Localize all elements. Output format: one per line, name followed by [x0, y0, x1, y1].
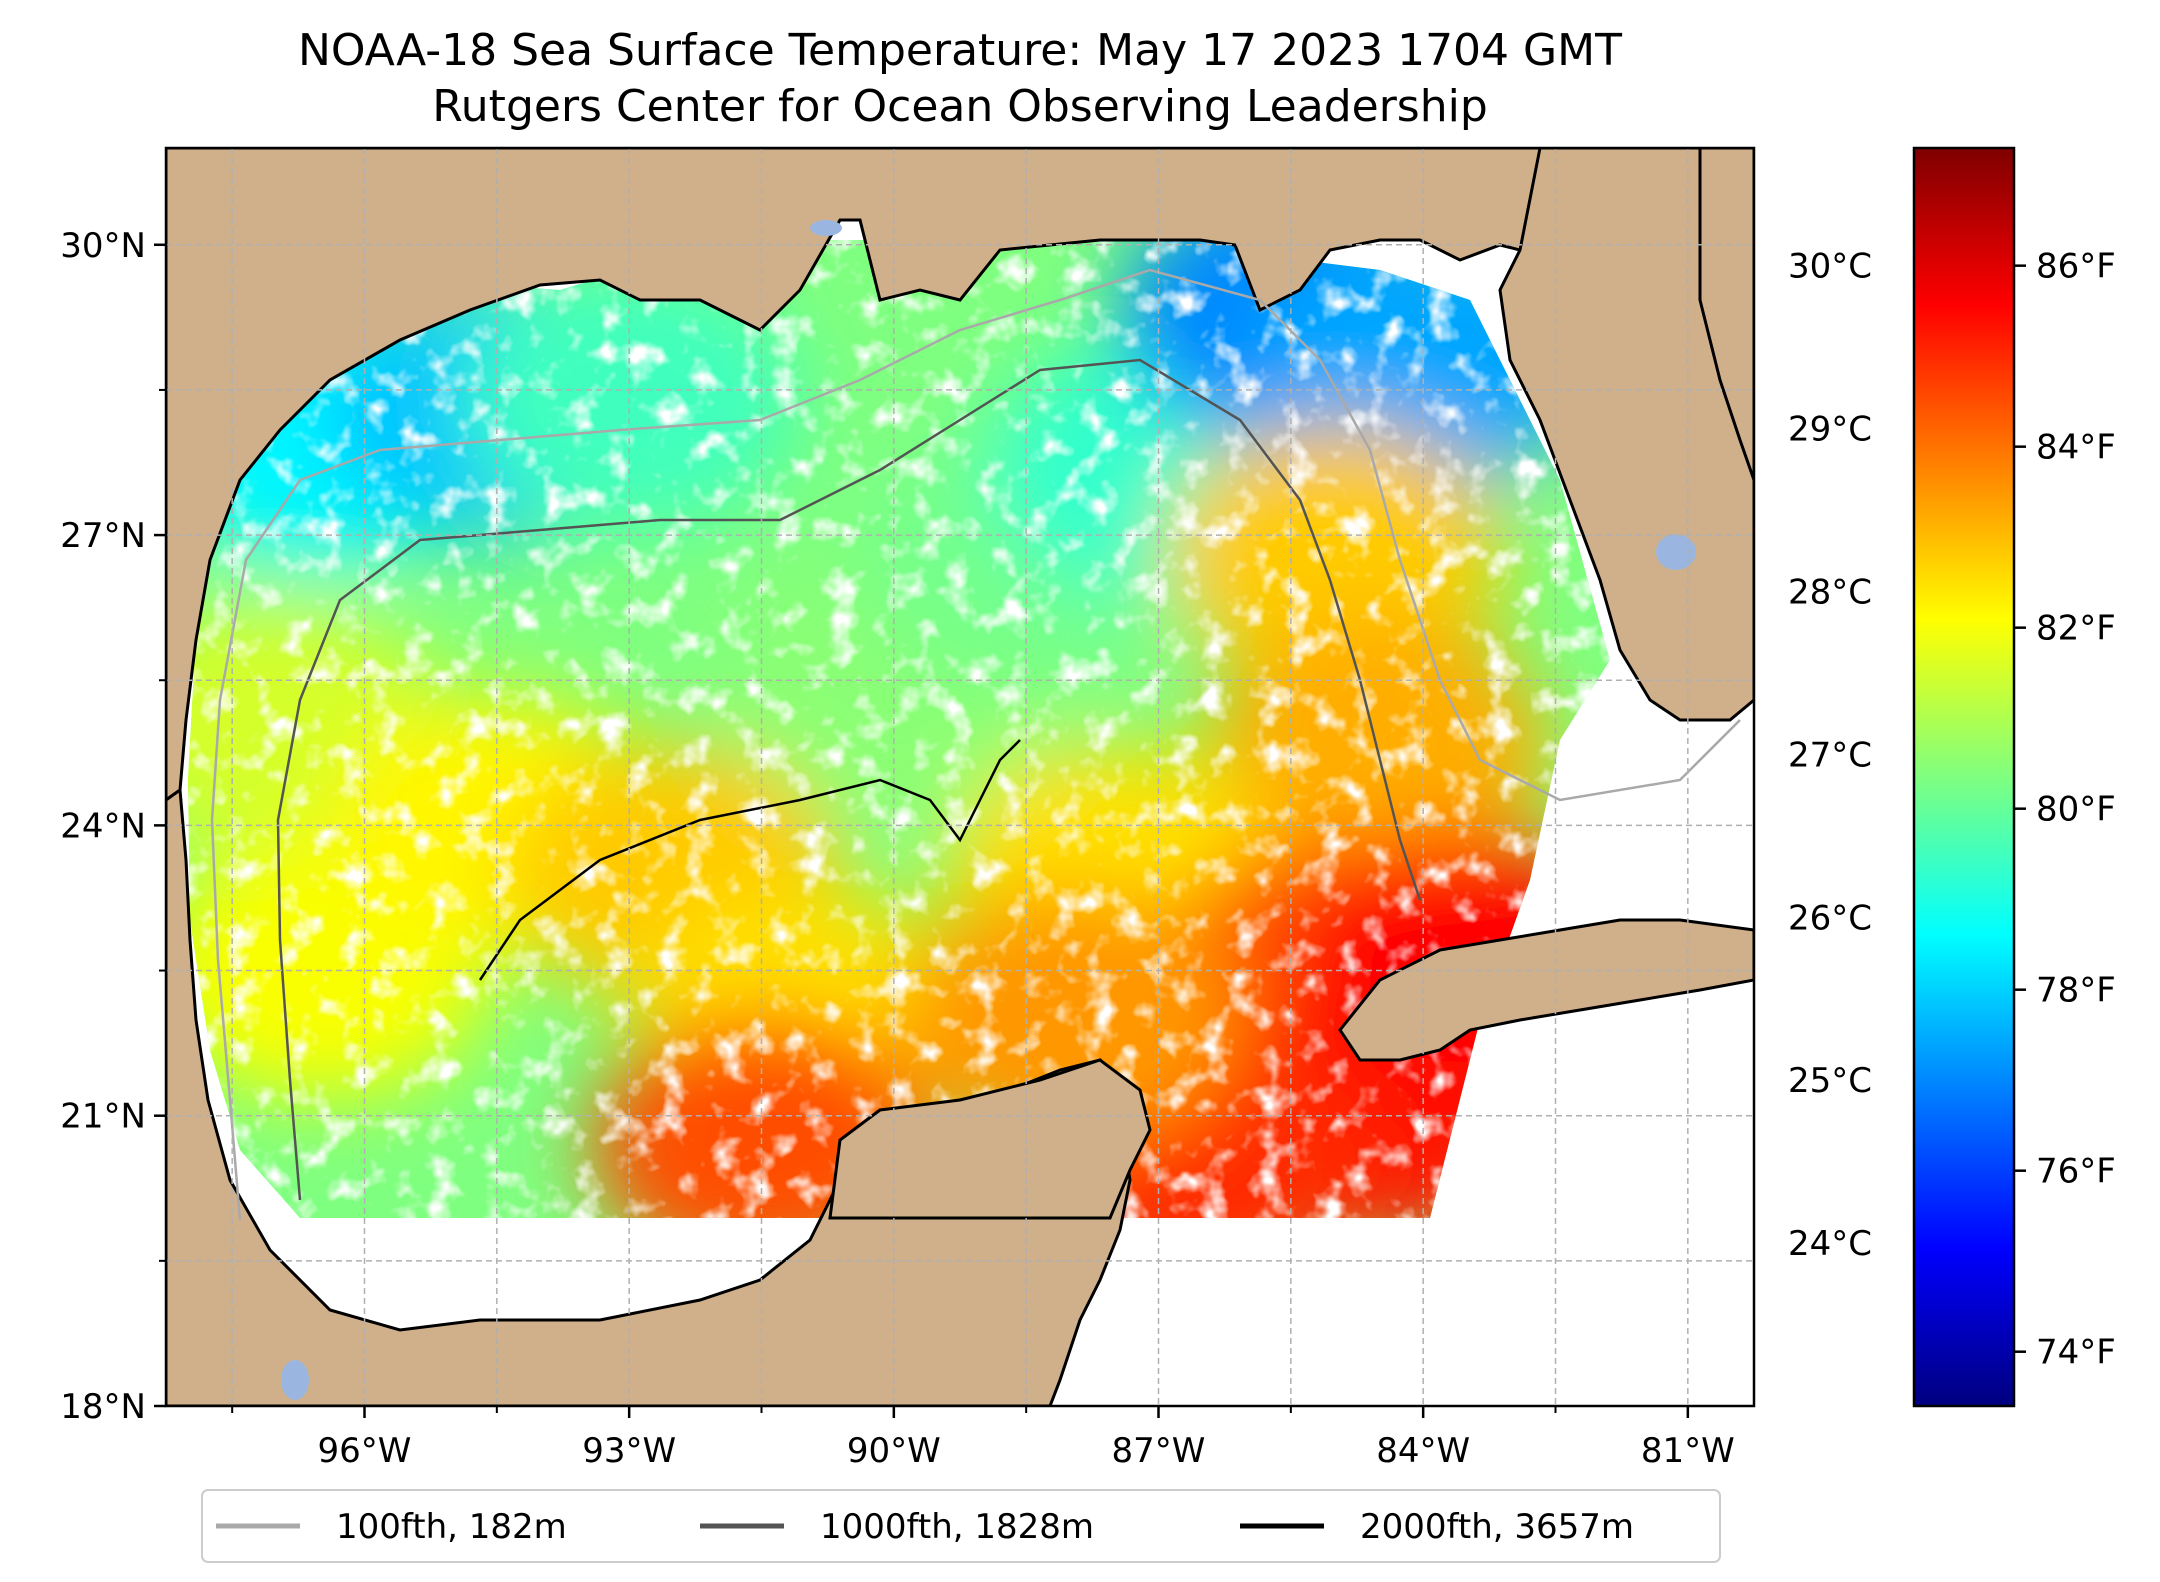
c-tick-label: 27°C [1788, 735, 1872, 775]
colorbar [1912, 146, 2016, 1408]
lon-tick-label: 87°W [1112, 1431, 1206, 1471]
map-border [164, 146, 1756, 1408]
f-tick-label: 86°F [2036, 247, 2116, 287]
c-tick-label: 29°C [1788, 410, 1872, 450]
legend-label: 100fth, 182m [336, 1507, 567, 1547]
c-tick-label: 25°C [1788, 1061, 1872, 1101]
lake-okeechobee [1656, 534, 1696, 570]
c-tick-label: 26°C [1788, 898, 1872, 938]
lat-tick-label: 30°N [60, 226, 146, 266]
land-cuba [1338, 918, 1754, 1062]
map-title: NOAA-18 Sea Surface Temperature: May 17 … [298, 25, 1622, 76]
lon-tick-label: 96°W [318, 1431, 412, 1471]
lon-tick-label: 84°W [1376, 1431, 1470, 1471]
f-tick-label: 80°F [2036, 790, 2116, 830]
lon-tick-label: 81°W [1641, 1431, 1735, 1471]
bathymetry-contours [210, 268, 1741, 1221]
lat-tick-label: 24°N [60, 806, 146, 846]
legend-box [201, 1489, 1721, 1563]
lat-tick-label: 18°N [60, 1387, 146, 1427]
contour-1000fth [276, 358, 1422, 1201]
lat-tick-label: 21°N [60, 1097, 146, 1137]
legend-label: 1000fth, 1828m [820, 1507, 1094, 1547]
f-tick-label: 84°F [2036, 428, 2116, 468]
lat-tick-label: 27°N [60, 516, 146, 556]
map-area [166, 148, 1754, 1406]
land-florida [1498, 148, 1754, 722]
legend: 100fth, 182m 1000fth, 1828m 2000fth, 3657m [201, 1489, 1721, 1563]
fahrenheit-axis: 74°F 76°F 78°F 80°F 82°F 84°F 86°F [2014, 247, 2116, 1373]
lat-axis: 18°N 21°N 24°N 27°N 30°N [60, 226, 166, 1427]
c-tick-label: 24°C [1788, 1224, 1872, 1264]
lake-mexico [281, 1360, 309, 1400]
celsius-axis: 24°C 25°C 26°C 27°C 28°C 29°C 30°C [1788, 247, 1872, 1264]
lon-tick-label: 93°W [582, 1431, 676, 1471]
gridlines [166, 148, 1754, 1406]
contour-2000fth [478, 739, 1021, 981]
lake-pontchartrain [810, 220, 842, 236]
lakes-layer [281, 220, 1696, 1400]
lon-tick-label: 90°W [847, 1431, 941, 1471]
map-subtitle: Rutgers Center for Ocean Observing Leade… [432, 81, 1488, 132]
lon-axis: 96°W 93°W 90°W 87°W 84°W 81°W [231, 1406, 1735, 1471]
land-yucatan [828, 1058, 1152, 1220]
c-tick-label: 30°C [1788, 247, 1872, 287]
contour-100fth [210, 268, 1741, 1221]
f-tick-label: 78°F [2036, 971, 2116, 1011]
land-layer [166, 148, 1754, 1406]
legend-label: 2000fth, 3657m [1360, 1507, 1634, 1547]
f-tick-label: 82°F [2036, 609, 2116, 649]
f-tick-label: 74°F [2036, 1333, 2116, 1373]
c-tick-label: 28°C [1788, 572, 1872, 612]
f-tick-label: 76°F [2036, 1152, 2116, 1192]
